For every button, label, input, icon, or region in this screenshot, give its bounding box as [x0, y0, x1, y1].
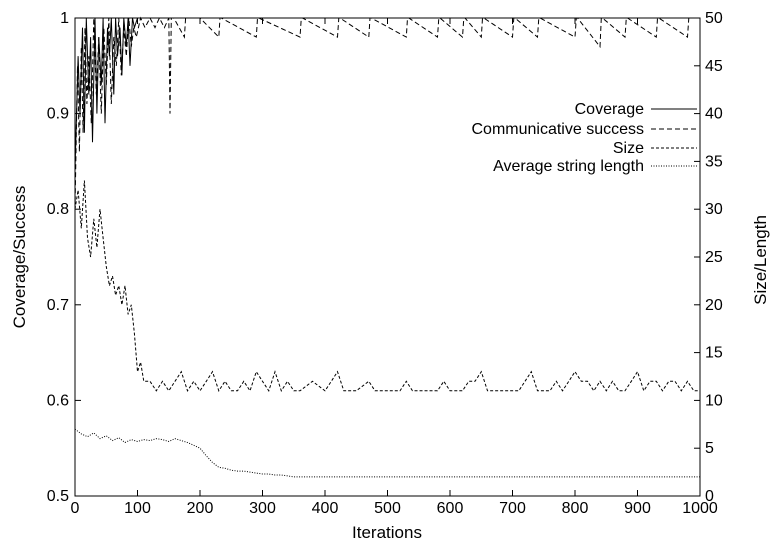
y-axis-right-label: Size/Length: [751, 215, 770, 305]
x-tick-label: 300: [249, 500, 276, 517]
y-left-tick-label: 0.5: [47, 488, 69, 505]
y-right-tick-label: 40: [705, 106, 723, 123]
x-tick-label: 400: [312, 500, 339, 517]
x-tick-label: 1000: [682, 500, 718, 517]
series-line-communicative-success: [74, 16, 700, 210]
legend-label-average-string-length: Average string length: [493, 158, 644, 175]
y-left-tick-label: 0.6: [47, 392, 69, 409]
legend-label-coverage: Coverage: [575, 101, 644, 118]
y-left-tick-label: 0.9: [47, 106, 69, 123]
y-axis-left-label: Coverage/Success: [10, 186, 29, 329]
y-left-tick-label: 1: [60, 10, 69, 27]
y-right-tick-label: 5: [705, 440, 714, 457]
y-right-tick-label: 0: [705, 488, 714, 505]
y-right-tick-label: 25: [705, 249, 723, 266]
x-tick-label: 600: [437, 500, 464, 517]
legend-label-size: Size: [613, 140, 644, 157]
series-line-average-string-length: [74, 428, 700, 478]
series-line-coverage: [74, 17, 700, 172]
x-tick-label: 0: [71, 500, 80, 517]
y-left-tick-label: 0.8: [47, 201, 69, 218]
plot-frame: [74, 17, 701, 497]
legend-label-communicative-success: Communicative success: [472, 121, 645, 138]
x-tick-label: 800: [562, 500, 589, 517]
legend: Coverage Communicative success SizeAverage…: [472, 101, 697, 175]
x-axis-label: Iterations: [352, 523, 422, 541]
ticks-layer: 0 100 200 300 400 500 600 700 800 900 10000.50.60.…: [47, 10, 723, 517]
y-left-tick-label: 0.7: [47, 297, 69, 314]
y-right-tick-label: 45: [705, 58, 723, 75]
y-right-tick-label: 20: [705, 297, 723, 314]
x-tick-label: 500: [374, 500, 401, 517]
x-tick-label: 700: [499, 500, 526, 517]
y-right-tick-label: 15: [705, 345, 723, 362]
y-right-tick-label: 30: [705, 201, 723, 218]
series-line-size: [74, 180, 700, 392]
x-tick-label: 100: [124, 500, 151, 517]
x-tick-label: 200: [187, 500, 214, 517]
series-layer: [74, 16, 700, 478]
y-right-tick-label: 50: [705, 10, 723, 27]
y-right-tick-label: 10: [705, 392, 723, 409]
y-right-tick-label: 35: [705, 153, 723, 170]
x-tick-label: 900: [624, 500, 651, 517]
